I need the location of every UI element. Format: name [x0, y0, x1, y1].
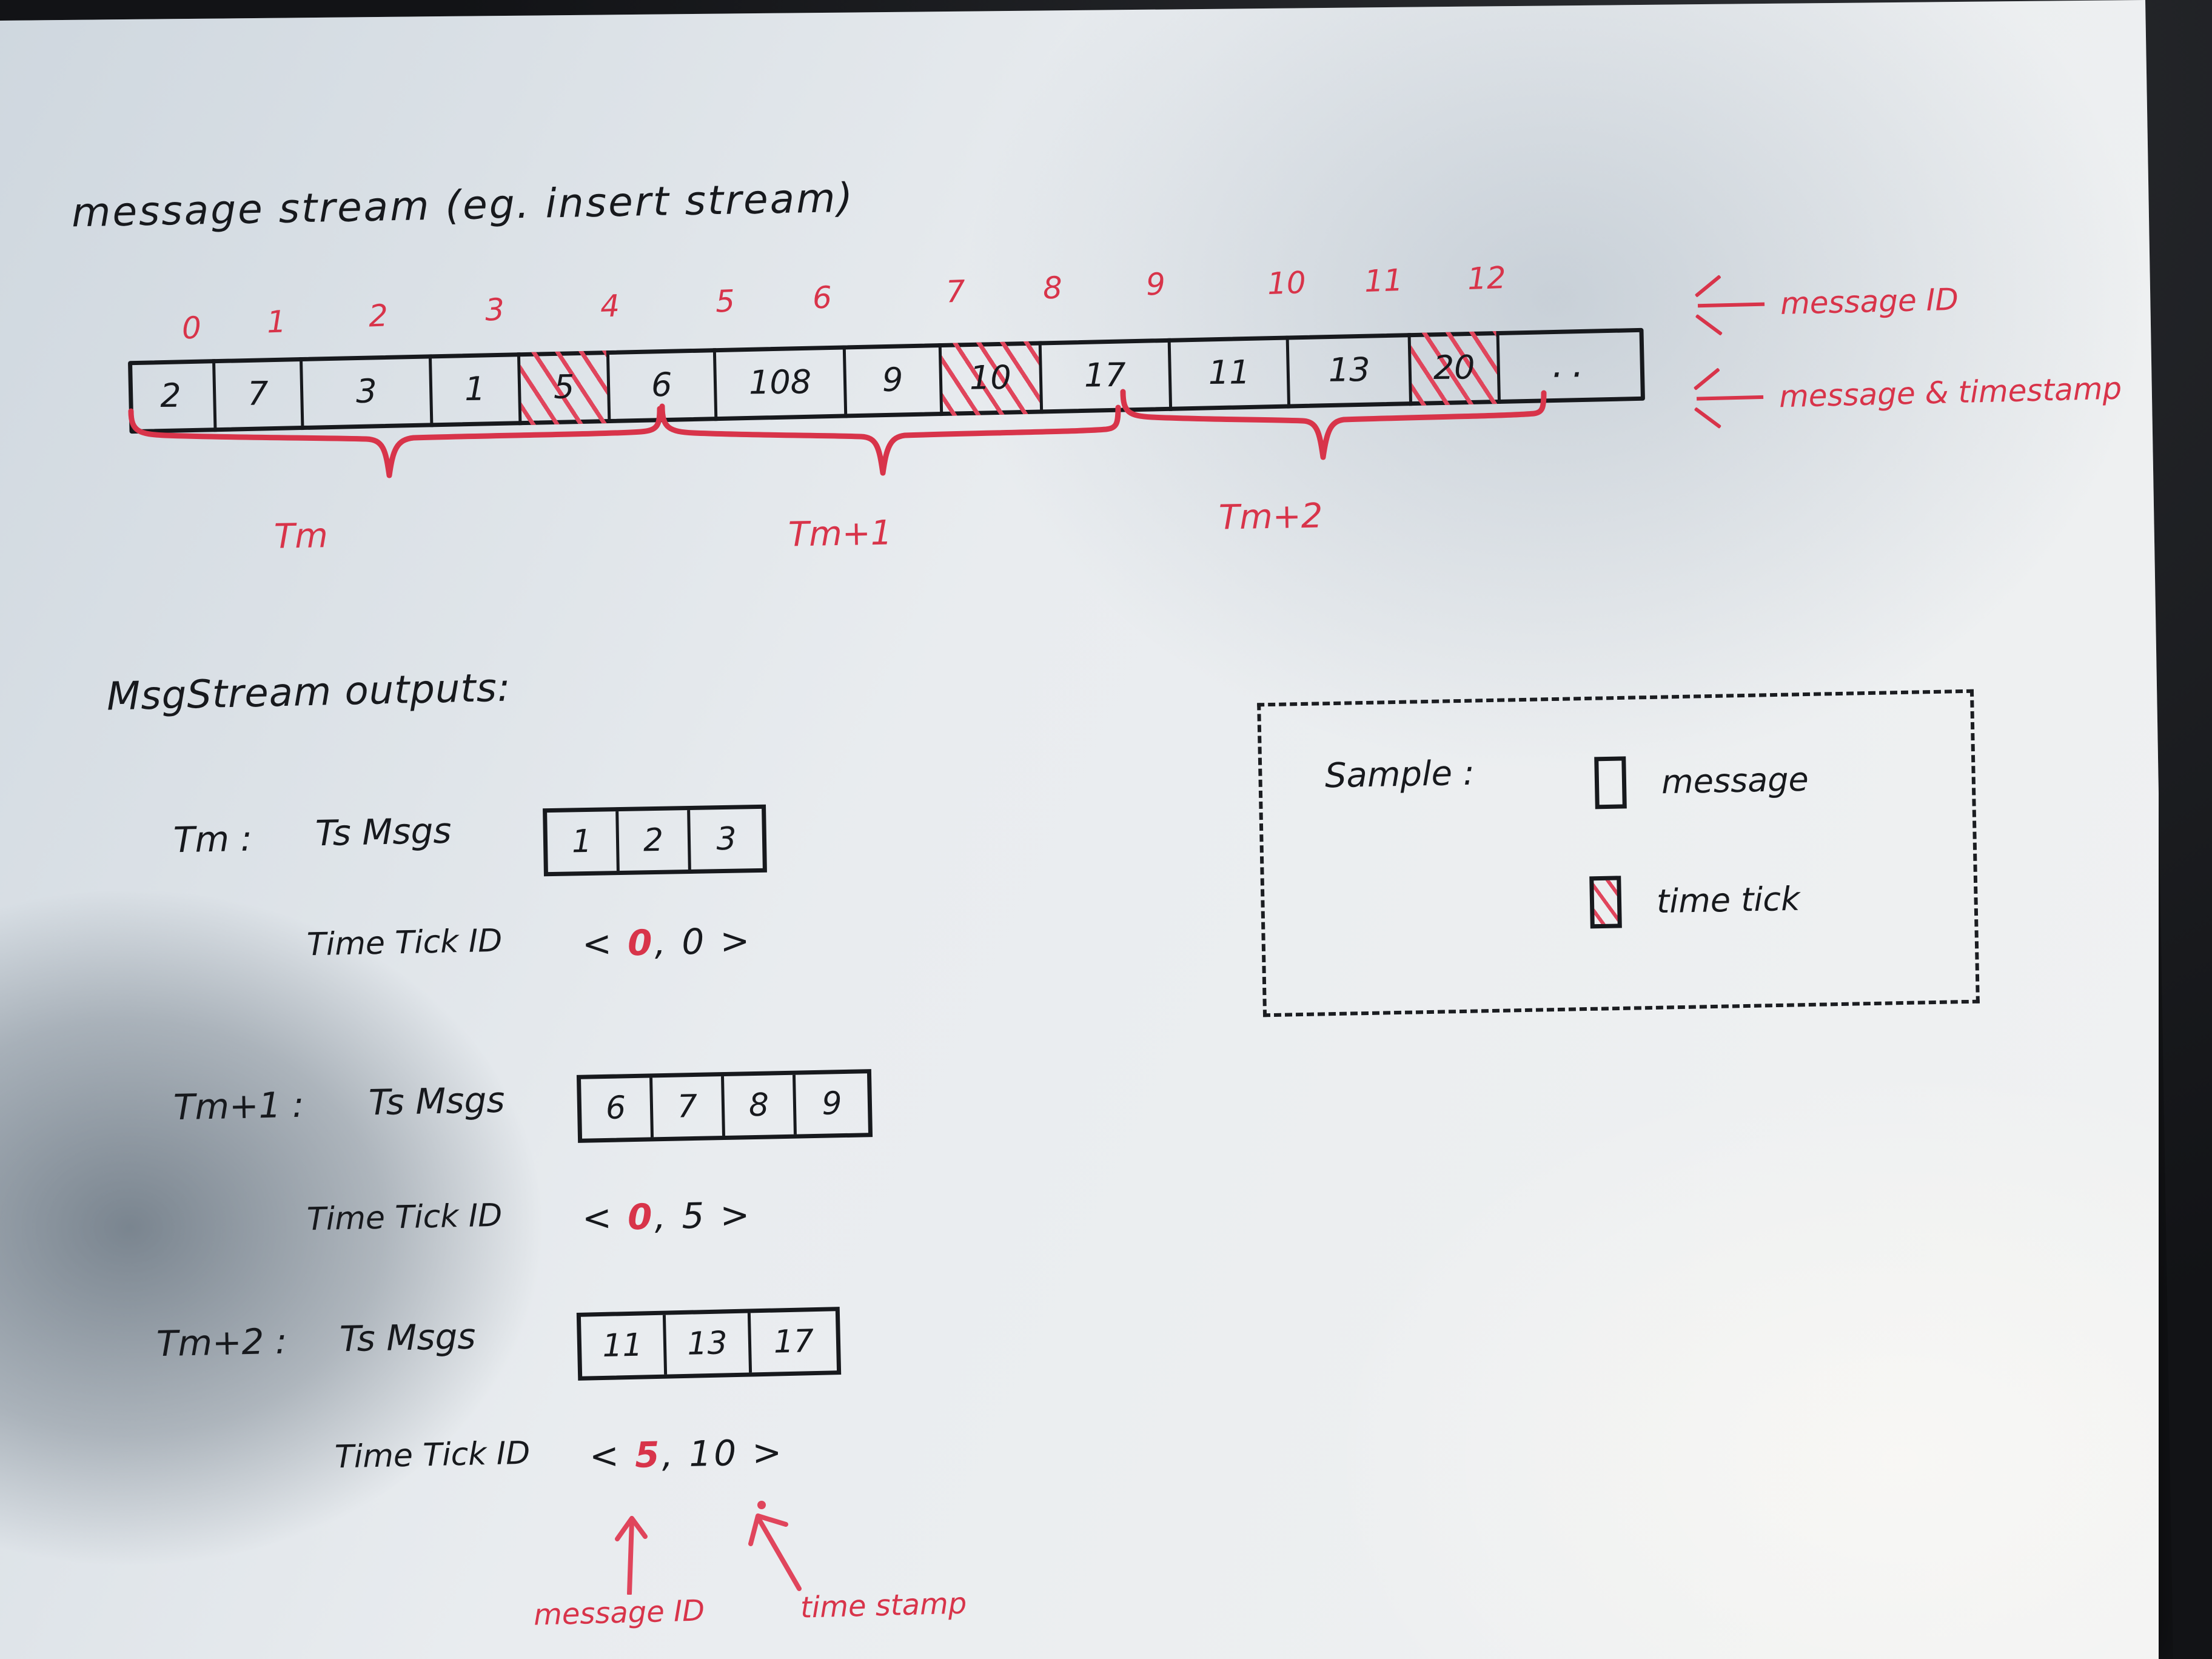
- stream-index-3: 3: [484, 292, 505, 328]
- output-msgs-label-tm1: Ts Msgs: [368, 1079, 506, 1124]
- legend-box: [1257, 689, 1980, 1017]
- output-msg-cell: 1: [547, 811, 620, 873]
- cell-value: 5: [553, 367, 575, 406]
- stream-index-9: 9: [1145, 266, 1166, 303]
- output-msg-cell: 17: [773, 1323, 814, 1361]
- tick-token: 0: [681, 920, 707, 963]
- outputs-heading: MsgStream outputs:: [106, 665, 512, 720]
- output-msgs-label-tm: Ts Msgs: [315, 809, 452, 854]
- output-msg-cell: 11: [580, 1315, 668, 1376]
- output-msg-cell: 2: [618, 809, 691, 871]
- output-msg-cell: 3: [716, 820, 737, 858]
- brace-label-tm1: Tm+1: [788, 513, 893, 555]
- stream-index-4: 4: [599, 288, 620, 324]
- output-msgs-box-tm2: 11 13 17: [576, 1307, 842, 1381]
- output-msg-cell: 7: [652, 1076, 725, 1138]
- output-window-label-tm2: Tm+2 :: [156, 1320, 288, 1365]
- output-tick-value-tm2: < 5, 10 >: [589, 1432, 784, 1477]
- cell-value: 11: [1207, 352, 1250, 392]
- output-window-label-tm1: Tm+1 :: [173, 1084, 305, 1128]
- cell-value: 3: [355, 372, 377, 411]
- stream-index-5: 5: [714, 283, 736, 320]
- output-msg-cell: 13: [665, 1313, 752, 1375]
- arrow-up-icon: [615, 1516, 648, 1595]
- message-swatch-icon: [1594, 756, 1627, 809]
- stream-index-11: 11: [1364, 262, 1404, 300]
- output-msg-cell: 8: [724, 1074, 797, 1136]
- tick-token: ,: [654, 921, 682, 964]
- cell-value: 6: [651, 365, 672, 404]
- tick-id-value: 0: [627, 922, 655, 964]
- output-window-label-tm: Tm :: [173, 817, 253, 861]
- brace-tm2: [1120, 389, 1547, 469]
- brace-tm1: [659, 403, 1121, 484]
- tick-token: 10: [688, 1432, 739, 1475]
- stream-index-2: 2: [367, 298, 389, 334]
- tick-token: ,: [654, 1195, 682, 1238]
- output-msg-cell: 9: [821, 1085, 843, 1122]
- brace-label-tm2: Tm+2: [1218, 496, 1323, 538]
- callout-message-id: message ID: [1697, 282, 1959, 323]
- stream-index-6: 6: [811, 280, 833, 316]
- tick-token: >: [738, 1431, 785, 1474]
- paper-sheet: [0, 0, 2159, 1659]
- callout-message-timestamp: message & timestamp: [1696, 370, 2122, 416]
- tick-token: >: [706, 1194, 752, 1236]
- page-title: message stream (eg. insert stream): [71, 174, 855, 236]
- cell-value: 10: [969, 358, 1012, 397]
- legend-item-timetick-label: time tick: [1656, 879, 1800, 920]
- brace-label-tm: Tm: [273, 516, 329, 557]
- cell-value: 108: [748, 362, 812, 401]
- tick-token: <: [581, 1196, 628, 1239]
- output-msg-cell: 6: [581, 1078, 654, 1139]
- tick-token: <: [581, 922, 628, 965]
- cell-value: 7: [247, 374, 269, 413]
- output-tick-label-tm: Time Tick ID: [306, 922, 503, 964]
- left-arrow-icon: [1697, 395, 1764, 401]
- cell-value: 9: [882, 360, 903, 399]
- brace-tm: [128, 406, 663, 486]
- cell-value: ..: [1552, 343, 1593, 386]
- annotation-timestamp: time stamp: [800, 1586, 967, 1625]
- tick-id-value: 0: [627, 1196, 655, 1238]
- stream-index-1: 1: [266, 304, 287, 340]
- legend-item-timetick: time tick: [1589, 873, 1800, 929]
- tick-token: >: [706, 920, 752, 962]
- output-tick-value-tm1: < 0, 5 >: [581, 1194, 752, 1239]
- tick-token: <: [589, 1434, 635, 1477]
- arrow-diagonal-icon: [748, 1501, 802, 1591]
- tick-token: ,: [661, 1433, 689, 1475]
- cell-value: 17: [1084, 355, 1127, 395]
- stream-index-7: 7: [945, 273, 966, 310]
- callout-message-timestamp-label: message & timestamp: [1778, 370, 2122, 415]
- cell-value: 20: [1433, 347, 1476, 387]
- output-tick-label-tm2: Time Tick ID: [334, 1435, 531, 1476]
- output-msgs-label-tm2: Ts Msgs: [339, 1315, 477, 1360]
- cell-value: 13: [1328, 350, 1370, 389]
- stream-index-0: 0: [181, 310, 202, 346]
- stream-index-8: 8: [1042, 270, 1063, 306]
- timetick-swatch-icon: [1589, 876, 1622, 929]
- left-arrow-icon: [1697, 302, 1765, 308]
- legend-title: Sample :: [1324, 753, 1475, 796]
- tick-token: 5: [681, 1195, 707, 1237]
- legend-item-message: message: [1594, 753, 1809, 809]
- stream-index-12: 12: [1467, 260, 1507, 297]
- output-tick-value-tm: < 0, 0 >: [581, 920, 752, 965]
- cell-value: 1: [464, 369, 486, 408]
- stream-index-10: 10: [1267, 264, 1307, 302]
- legend-item-message-label: message: [1661, 760, 1809, 801]
- output-tick-label-tm1: Time Tick ID: [306, 1197, 503, 1238]
- annotation-message-id: message ID: [533, 1594, 705, 1632]
- callout-message-id-label: message ID: [1780, 281, 1959, 321]
- tick-id-value: 5: [634, 1433, 663, 1476]
